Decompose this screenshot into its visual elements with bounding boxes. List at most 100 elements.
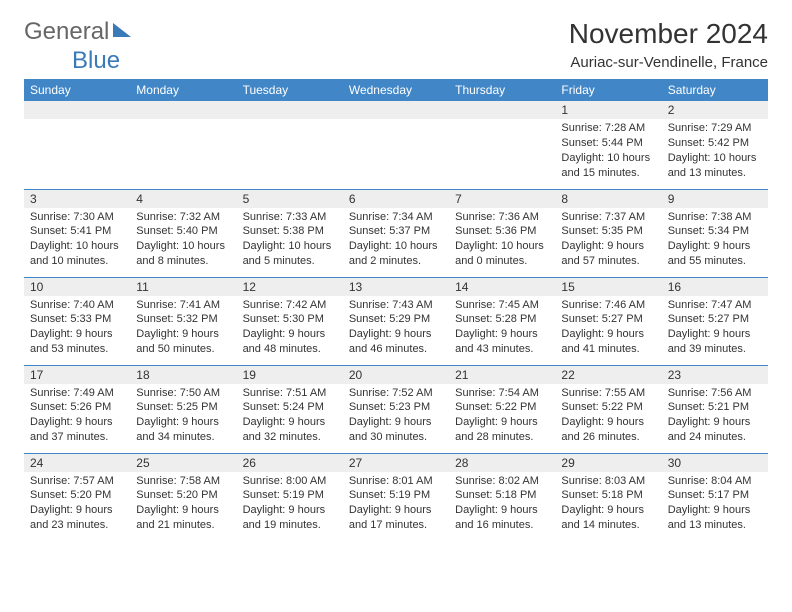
- weekday-header: Sunday: [24, 79, 130, 101]
- day-number: 13: [343, 278, 449, 296]
- calendar-day-cell: .: [130, 101, 236, 189]
- day-details: Sunrise: 7:52 AMSunset: 5:23 PMDaylight:…: [343, 384, 449, 449]
- calendar-header-row: SundayMondayTuesdayWednesdayThursdayFrid…: [24, 79, 768, 101]
- day-details: Sunrise: 7:37 AMSunset: 5:35 PMDaylight:…: [555, 208, 661, 273]
- calendar-day-cell: 30Sunrise: 8:04 AMSunset: 5:17 PMDayligh…: [662, 453, 768, 541]
- calendar-day-cell: 17Sunrise: 7:49 AMSunset: 5:26 PMDayligh…: [24, 365, 130, 453]
- calendar-week-row: 24Sunrise: 7:57 AMSunset: 5:20 PMDayligh…: [24, 453, 768, 541]
- day-details: Sunrise: 7:28 AMSunset: 5:44 PMDaylight:…: [555, 119, 661, 184]
- day-number: 28: [449, 454, 555, 472]
- day-details: Sunrise: 7:32 AMSunset: 5:40 PMDaylight:…: [130, 208, 236, 273]
- calendar-week-row: 10Sunrise: 7:40 AMSunset: 5:33 PMDayligh…: [24, 277, 768, 365]
- day-number: 19: [237, 366, 343, 384]
- day-details: Sunrise: 7:42 AMSunset: 5:30 PMDaylight:…: [237, 296, 343, 361]
- weekday-header: Monday: [130, 79, 236, 101]
- day-number: 15: [555, 278, 661, 296]
- day-number: 21: [449, 366, 555, 384]
- calendar-week-row: 3Sunrise: 7:30 AMSunset: 5:41 PMDaylight…: [24, 189, 768, 277]
- day-details: Sunrise: 7:51 AMSunset: 5:24 PMDaylight:…: [237, 384, 343, 449]
- calendar-day-cell: 7Sunrise: 7:36 AMSunset: 5:36 PMDaylight…: [449, 189, 555, 277]
- logo-sail-icon: [113, 23, 131, 37]
- day-number: 30: [662, 454, 768, 472]
- day-number: [130, 101, 236, 119]
- calendar-day-cell: .: [24, 101, 130, 189]
- day-details: Sunrise: 8:04 AMSunset: 5:17 PMDaylight:…: [662, 472, 768, 537]
- day-number: 8: [555, 190, 661, 208]
- day-number: 16: [662, 278, 768, 296]
- day-details: Sunrise: 7:30 AMSunset: 5:41 PMDaylight:…: [24, 208, 130, 273]
- calendar-day-cell: 10Sunrise: 7:40 AMSunset: 5:33 PMDayligh…: [24, 277, 130, 365]
- calendar-day-cell: 25Sunrise: 7:58 AMSunset: 5:20 PMDayligh…: [130, 453, 236, 541]
- calendar-day-cell: 14Sunrise: 7:45 AMSunset: 5:28 PMDayligh…: [449, 277, 555, 365]
- day-number: 26: [237, 454, 343, 472]
- weekday-header: Wednesday: [343, 79, 449, 101]
- day-number: [237, 101, 343, 119]
- calendar-day-cell: .: [237, 101, 343, 189]
- day-number: 25: [130, 454, 236, 472]
- calendar-day-cell: 6Sunrise: 7:34 AMSunset: 5:37 PMDaylight…: [343, 189, 449, 277]
- day-details: Sunrise: 7:45 AMSunset: 5:28 PMDaylight:…: [449, 296, 555, 361]
- day-details: Sunrise: 8:02 AMSunset: 5:18 PMDaylight:…: [449, 472, 555, 537]
- day-details: Sunrise: 8:03 AMSunset: 5:18 PMDaylight:…: [555, 472, 661, 537]
- day-details: Sunrise: 7:40 AMSunset: 5:33 PMDaylight:…: [24, 296, 130, 361]
- logo-text-blue: Blue: [72, 47, 120, 75]
- title-block: November 2024 Auriac-sur-Vendinelle, Fra…: [569, 18, 768, 71]
- day-details: Sunrise: 7:47 AMSunset: 5:27 PMDaylight:…: [662, 296, 768, 361]
- calendar-day-cell: 18Sunrise: 7:50 AMSunset: 5:25 PMDayligh…: [130, 365, 236, 453]
- day-number: 2: [662, 101, 768, 119]
- day-details: Sunrise: 7:38 AMSunset: 5:34 PMDaylight:…: [662, 208, 768, 273]
- calendar-day-cell: 27Sunrise: 8:01 AMSunset: 5:19 PMDayligh…: [343, 453, 449, 541]
- weekday-header: Thursday: [449, 79, 555, 101]
- weekday-header: Tuesday: [237, 79, 343, 101]
- day-number: 29: [555, 454, 661, 472]
- day-number: 22: [555, 366, 661, 384]
- logo: General: [24, 18, 133, 46]
- calendar-day-cell: 3Sunrise: 7:30 AMSunset: 5:41 PMDaylight…: [24, 189, 130, 277]
- day-number: 20: [343, 366, 449, 384]
- calendar-day-cell: 19Sunrise: 7:51 AMSunset: 5:24 PMDayligh…: [237, 365, 343, 453]
- day-number: 7: [449, 190, 555, 208]
- calendar-day-cell: 29Sunrise: 8:03 AMSunset: 5:18 PMDayligh…: [555, 453, 661, 541]
- calendar-day-cell: 2Sunrise: 7:29 AMSunset: 5:42 PMDaylight…: [662, 101, 768, 189]
- day-number: 5: [237, 190, 343, 208]
- calendar-day-cell: 22Sunrise: 7:55 AMSunset: 5:22 PMDayligh…: [555, 365, 661, 453]
- day-details: Sunrise: 7:34 AMSunset: 5:37 PMDaylight:…: [343, 208, 449, 273]
- calendar-day-cell: 23Sunrise: 7:56 AMSunset: 5:21 PMDayligh…: [662, 365, 768, 453]
- day-number: [449, 101, 555, 119]
- calendar-day-cell: 9Sunrise: 7:38 AMSunset: 5:34 PMDaylight…: [662, 189, 768, 277]
- calendar-day-cell: 16Sunrise: 7:47 AMSunset: 5:27 PMDayligh…: [662, 277, 768, 365]
- calendar-day-cell: 11Sunrise: 7:41 AMSunset: 5:32 PMDayligh…: [130, 277, 236, 365]
- day-details: Sunrise: 7:41 AMSunset: 5:32 PMDaylight:…: [130, 296, 236, 361]
- day-details: Sunrise: 8:01 AMSunset: 5:19 PMDaylight:…: [343, 472, 449, 537]
- day-number: 10: [24, 278, 130, 296]
- calendar-day-cell: .: [449, 101, 555, 189]
- calendar-day-cell: 1Sunrise: 7:28 AMSunset: 5:44 PMDaylight…: [555, 101, 661, 189]
- day-number: 3: [24, 190, 130, 208]
- day-number: 4: [130, 190, 236, 208]
- day-details: Sunrise: 7:43 AMSunset: 5:29 PMDaylight:…: [343, 296, 449, 361]
- calendar-day-cell: 24Sunrise: 7:57 AMSunset: 5:20 PMDayligh…: [24, 453, 130, 541]
- calendar-day-cell: 21Sunrise: 7:54 AMSunset: 5:22 PMDayligh…: [449, 365, 555, 453]
- calendar-day-cell: 13Sunrise: 7:43 AMSunset: 5:29 PMDayligh…: [343, 277, 449, 365]
- day-details: Sunrise: 7:49 AMSunset: 5:26 PMDaylight:…: [24, 384, 130, 449]
- day-number: 24: [24, 454, 130, 472]
- day-number: 18: [130, 366, 236, 384]
- day-number: 1: [555, 101, 661, 119]
- day-number: 6: [343, 190, 449, 208]
- calendar-day-cell: .: [343, 101, 449, 189]
- day-number: [343, 101, 449, 119]
- day-number: [24, 101, 130, 119]
- day-details: Sunrise: 7:29 AMSunset: 5:42 PMDaylight:…: [662, 119, 768, 184]
- day-details: Sunrise: 8:00 AMSunset: 5:19 PMDaylight:…: [237, 472, 343, 537]
- day-details: Sunrise: 7:57 AMSunset: 5:20 PMDaylight:…: [24, 472, 130, 537]
- calendar-day-cell: 20Sunrise: 7:52 AMSunset: 5:23 PMDayligh…: [343, 365, 449, 453]
- calendar-week-row: 17Sunrise: 7:49 AMSunset: 5:26 PMDayligh…: [24, 365, 768, 453]
- day-number: 12: [237, 278, 343, 296]
- day-number: 27: [343, 454, 449, 472]
- calendar-day-cell: 8Sunrise: 7:37 AMSunset: 5:35 PMDaylight…: [555, 189, 661, 277]
- weekday-header: Saturday: [662, 79, 768, 101]
- weekday-header: Friday: [555, 79, 661, 101]
- day-number: 23: [662, 366, 768, 384]
- day-details: Sunrise: 7:36 AMSunset: 5:36 PMDaylight:…: [449, 208, 555, 273]
- day-details: Sunrise: 7:50 AMSunset: 5:25 PMDaylight:…: [130, 384, 236, 449]
